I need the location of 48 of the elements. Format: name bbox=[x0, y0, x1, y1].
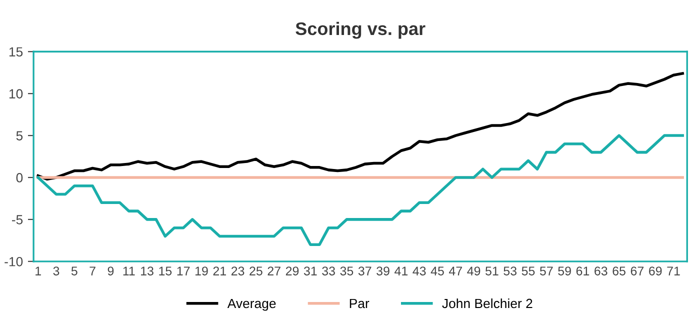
line-series bbox=[36, 72, 684, 181]
x-tick-label: 1 bbox=[36, 266, 41, 276]
y-tick-label: -5 bbox=[12, 215, 23, 224]
x-tick-label: 65 bbox=[612, 266, 626, 276]
x-tick-label: 71 bbox=[667, 266, 680, 276]
x-tick-label: 25 bbox=[250, 266, 262, 276]
y-tick-label: 5 bbox=[16, 131, 23, 140]
x-tick-label: 63 bbox=[594, 266, 608, 276]
legend-label: John Belchier 2 bbox=[442, 298, 532, 308]
x-tick-label: 15 bbox=[159, 266, 172, 276]
x-tick-label: 9 bbox=[108, 266, 114, 276]
y-tick-label: -10 bbox=[4, 256, 23, 266]
x-tick-label: 57 bbox=[540, 266, 553, 276]
x-tick-label: 17 bbox=[177, 266, 190, 276]
y-tick-label: 0 bbox=[16, 173, 23, 182]
x-tick-label: 35 bbox=[340, 266, 354, 276]
x-tick-label: 33 bbox=[322, 266, 335, 276]
x-tick-label: 7 bbox=[90, 266, 96, 276]
x-tick-label: 53 bbox=[504, 266, 517, 276]
x-tick-label: 3 bbox=[53, 266, 60, 276]
x-tick-label: 47 bbox=[448, 266, 462, 276]
x-tick-label: 29 bbox=[286, 266, 299, 276]
x-tick-label: 45 bbox=[430, 266, 444, 276]
x-tick-label: 5 bbox=[71, 266, 78, 276]
x-tick-label: 43 bbox=[412, 266, 426, 276]
x-tick-label: 21 bbox=[213, 266, 226, 276]
x-tick-label: 23 bbox=[231, 266, 244, 276]
x-tick-label: 31 bbox=[304, 266, 317, 276]
x-tick-label: 55 bbox=[522, 266, 535, 276]
x-tick-label: 13 bbox=[141, 266, 154, 276]
line-series bbox=[36, 134, 684, 246]
x-tick-label: 59 bbox=[558, 266, 571, 276]
chart-title: Scoring vs. par bbox=[296, 22, 426, 39]
x-tick-label: 11 bbox=[123, 266, 135, 276]
x-tick-label: 49 bbox=[467, 266, 480, 276]
x-tick-label: 39 bbox=[376, 266, 390, 276]
x-tick-label: 61 bbox=[576, 266, 590, 276]
y-tick-label: 10 bbox=[9, 89, 23, 98]
x-tick-label: 51 bbox=[486, 266, 498, 276]
x-tick-label: 37 bbox=[358, 266, 372, 276]
legend-label: Average bbox=[227, 298, 276, 311]
x-tick-label: 19 bbox=[195, 266, 208, 276]
x-tick-label: 69 bbox=[649, 266, 662, 276]
x-tick-label: 41 bbox=[394, 266, 408, 276]
legend-label: Par bbox=[350, 298, 370, 308]
x-tick-label: 67 bbox=[630, 266, 644, 276]
y-tick-label: 15 bbox=[9, 47, 23, 57]
x-tick-label: 27 bbox=[268, 266, 280, 276]
